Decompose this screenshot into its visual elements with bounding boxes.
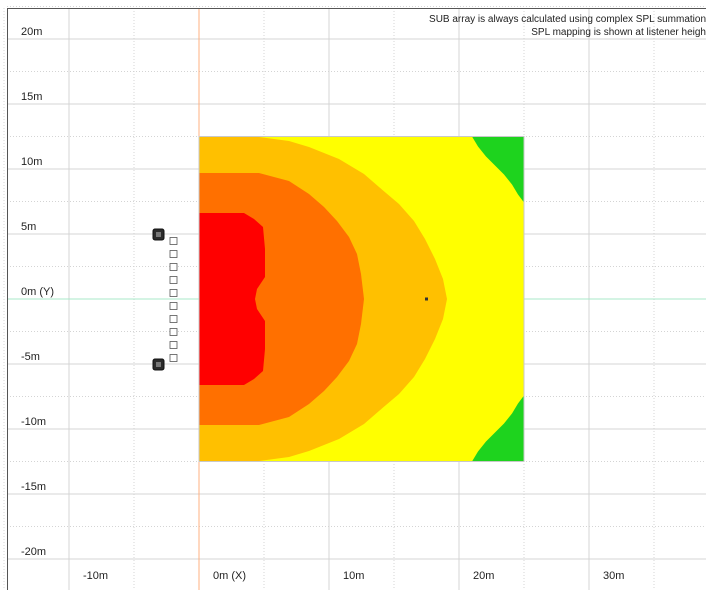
y-tick-label: 15m xyxy=(21,91,43,103)
sub-cabinet xyxy=(169,263,178,271)
note-complex-summation: SUB array is always calculated using com… xyxy=(429,14,706,25)
sub-cabinet xyxy=(169,341,178,349)
sub-cabinet xyxy=(169,315,178,323)
sub-cabinet xyxy=(169,237,178,245)
sub-cabinet xyxy=(169,289,178,297)
sub-cabinet xyxy=(169,302,178,310)
sub-cabinet xyxy=(169,276,178,284)
y-tick-label: 0m (Y) xyxy=(21,286,54,298)
plot-frame-left xyxy=(7,8,8,590)
y-tick-label: -10m xyxy=(21,416,47,428)
x-tick-label: 30m xyxy=(603,570,625,582)
spl-map-border xyxy=(198,136,525,462)
array-end-marker-inner xyxy=(156,362,161,367)
y-tick-label: -20m xyxy=(21,546,47,558)
x-tick-label: 10m xyxy=(343,570,365,582)
listener-point xyxy=(425,297,428,301)
array-end-marker-inner xyxy=(156,232,161,237)
y-tick-label: -15m xyxy=(21,481,47,493)
y-tick-label: 20m xyxy=(21,26,43,38)
x-tick-label: 0m (X) xyxy=(213,570,246,582)
y-tick-label: 10m xyxy=(21,156,43,168)
note-listener-height: SPL mapping is shown at listener heigh xyxy=(531,27,706,38)
plot-frame-top xyxy=(7,8,706,9)
x-tick-label: 20m xyxy=(473,570,495,582)
x-tick-label: -10m xyxy=(83,570,109,582)
sub-cabinet xyxy=(169,250,178,258)
spl-zone-red xyxy=(199,213,265,385)
sub-cabinet xyxy=(169,354,178,362)
y-tick-label: -5m xyxy=(21,351,40,363)
y-tick-label: 5m xyxy=(21,221,37,233)
sub-cabinet xyxy=(169,328,178,336)
